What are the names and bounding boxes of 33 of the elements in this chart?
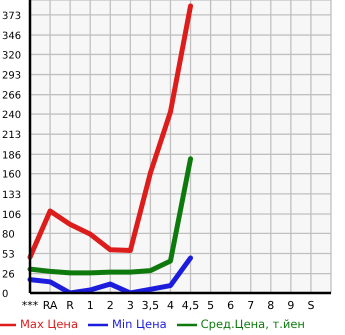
y-tick-label: 160 [2, 170, 22, 181]
x-tick-label: 1 [86, 298, 94, 312]
x-tick-label: 2 [106, 298, 114, 312]
x-tick-label: 4,5 [182, 298, 200, 312]
x-tick-label: 3,5 [142, 298, 160, 312]
x-tick-label: RA [42, 298, 58, 312]
legend-label: Min Цена [112, 317, 167, 332]
x-tick-label: S [307, 298, 314, 312]
y-tick-label: 320 [2, 50, 22, 62]
y-tick-label: 0 [2, 289, 8, 300]
x-tick-label: 9 [287, 298, 294, 312]
y-tick-label: 53 [2, 249, 15, 260]
y-tick-label: 373 [2, 10, 22, 22]
x-tick-label: 5 [207, 298, 214, 312]
legend-label: Max Цена [20, 317, 78, 332]
x-tick-label: 6 [227, 298, 234, 312]
x-tick-label: R [66, 298, 74, 312]
y-tick-label: 106 [2, 210, 22, 221]
y-tick-label: 133 [2, 190, 22, 201]
x-tick-label: 4 [166, 298, 174, 312]
y-tick-label: 186 [2, 150, 22, 162]
y-tick-label: 346 [2, 31, 22, 42]
legend-label: Сред.Цена, т.йен [200, 317, 305, 332]
x-tick-label: *** [22, 298, 39, 312]
x-tick-label: 7 [247, 298, 254, 312]
y-tick-label: 266 [2, 90, 22, 102]
y-tick-label: 80 [2, 229, 15, 240]
x-tick-label: 3 [126, 298, 134, 312]
x-tick-label: 8 [267, 298, 274, 312]
y-tick-label: 26 [2, 270, 15, 281]
y-tick-label: 293 [2, 70, 22, 82]
y-tick-label: 213 [2, 130, 22, 142]
y-tick-label: 240 [2, 110, 22, 122]
